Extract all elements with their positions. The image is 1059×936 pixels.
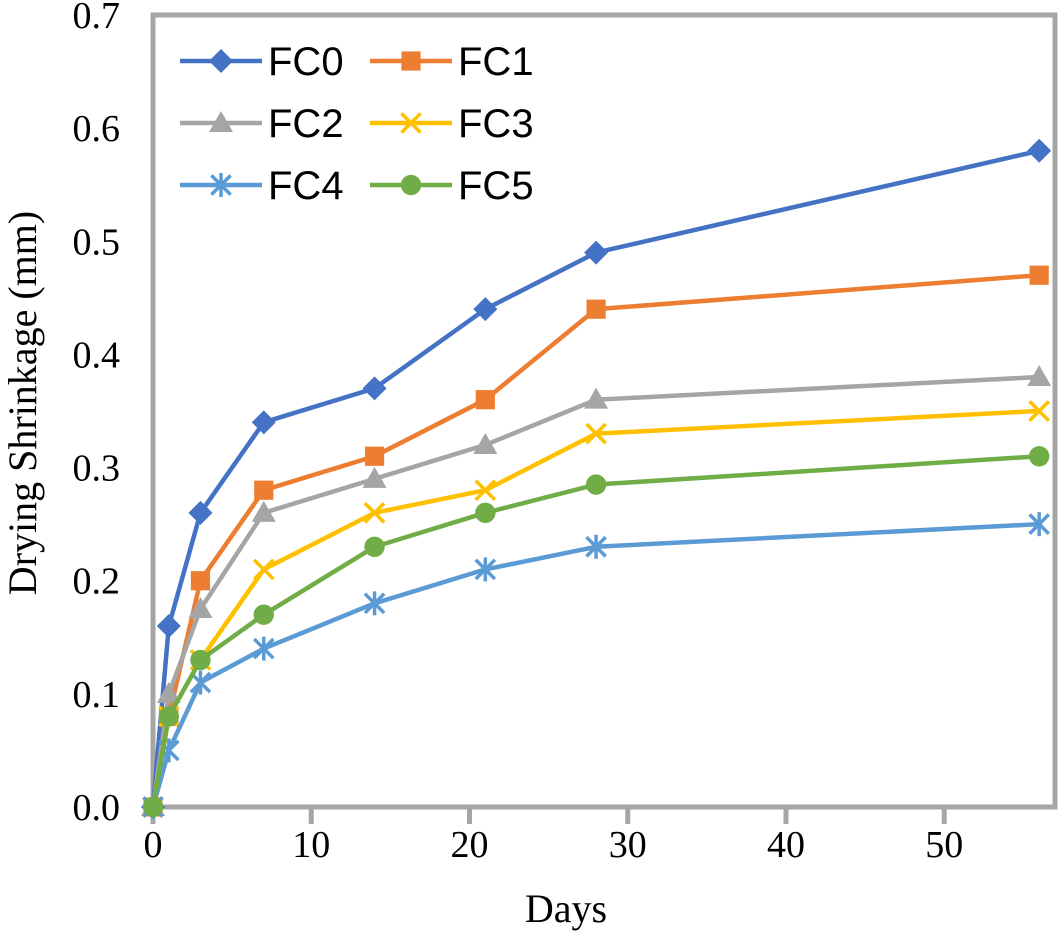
marker-circle [253, 604, 274, 625]
y-tick-label: 0.7 [73, 0, 121, 37]
y-tick-label: 0.0 [73, 787, 121, 829]
marker-asterisk [189, 670, 212, 695]
x-tick-label: 50 [925, 824, 963, 866]
y-tick-label: 0.1 [73, 674, 121, 716]
marker-diamond [473, 297, 498, 322]
marker-square [401, 51, 421, 71]
marker-x [585, 422, 607, 445]
x-tick-label: 10 [292, 824, 330, 866]
marker-triangle [362, 466, 387, 488]
marker-triangle [1027, 365, 1052, 387]
legend-label: FC5 [458, 164, 534, 208]
y-tick-label: 0.6 [73, 108, 121, 150]
marker-square [1029, 265, 1049, 285]
x-tick-label: 0 [144, 824, 163, 866]
legend-item-fc2: FC2 [180, 102, 344, 146]
legend-label: FC3 [458, 102, 534, 146]
marker-stroke [585, 422, 607, 445]
marker-x [363, 501, 386, 524]
marker-circle [364, 536, 385, 557]
marker-square [586, 299, 606, 319]
marker-asterisk [1028, 512, 1051, 537]
marker-asterisk [210, 173, 232, 197]
y-tick-label: 0.3 [73, 448, 121, 490]
x-tick-label: 30 [609, 824, 647, 866]
plot-area [150, 12, 1058, 810]
marker-asterisk [585, 534, 607, 559]
marker-square [190, 571, 211, 591]
marker-asterisk [363, 591, 386, 616]
series-fc2 [141, 365, 1052, 816]
series-line [150, 148, 1040, 808]
marker-square [254, 480, 274, 500]
marker-stroke [252, 558, 275, 581]
legend-label: FC2 [268, 102, 344, 146]
marker-circle [475, 502, 496, 524]
marker-diamond [362, 376, 387, 401]
marker-circle [158, 706, 180, 727]
legend-label: FC0 [268, 40, 344, 84]
marker-diamond [209, 49, 233, 73]
x-axis-ticks: 0 10 20 30 40 50 [144, 807, 963, 866]
series-fc0 [141, 138, 1052, 819]
series-fc5 [142, 446, 1050, 818]
marker-circle [1028, 446, 1050, 467]
legend-item-fc3: FC3 [370, 102, 534, 146]
x-axis-title: Days [525, 886, 607, 931]
marker-diamond [584, 240, 609, 265]
marker-x [1028, 400, 1051, 422]
marker-asterisk [252, 636, 275, 661]
series-line [150, 521, 1040, 808]
legend-item-fc1: FC1 [370, 40, 534, 84]
marker-x [400, 112, 422, 134]
marker-triangle [473, 432, 498, 454]
legend-item-fc5: FC5 [370, 164, 534, 208]
legend-label: FC4 [268, 164, 344, 208]
y-tick-label: 0.5 [73, 221, 121, 263]
y-axis-ticks: 0.0 0.1 0.2 0.3 0.4 0.5 0.6 0.7 [73, 0, 121, 829]
marker-x [252, 558, 275, 581]
y-axis-title: Drying Shrinkage (mm) [0, 211, 45, 595]
marker-triangle [156, 681, 181, 703]
legend: FC0 FC1 FC2 FC3 FC4 FC5 [180, 40, 534, 208]
x-tick-label: 20 [450, 824, 488, 866]
series-line [150, 374, 1040, 808]
x-tick-label: 40 [767, 824, 805, 866]
marker-square [475, 390, 495, 410]
marker-circle [585, 474, 607, 495]
legend-label: FC1 [458, 40, 534, 84]
marker-stroke [474, 479, 497, 502]
marker-triangle [188, 597, 213, 618]
series-line [150, 454, 1040, 808]
series-fc4 [142, 512, 1051, 819]
marker-diamond [1027, 138, 1052, 163]
marker-square [364, 446, 385, 466]
y-tick-label: 0.2 [73, 561, 121, 603]
legend-item-fc0: FC0 [180, 40, 344, 84]
marker-circle [400, 174, 422, 196]
marker-stroke [363, 501, 386, 524]
marker-triangle [209, 111, 233, 132]
legend-item-fc4: FC4 [180, 164, 344, 208]
marker-stroke [1028, 400, 1051, 422]
marker-diamond [188, 500, 213, 525]
series-layer [141, 138, 1052, 819]
marker-circle [142, 796, 164, 818]
marker-triangle [251, 500, 276, 522]
marker-x [474, 479, 497, 502]
plot-frame [150, 12, 1058, 810]
marker-asterisk [474, 557, 497, 582]
marker-diamond [156, 613, 181, 638]
marker-stroke [400, 112, 422, 134]
y-tick-label: 0.4 [73, 334, 121, 376]
marker-circle [190, 649, 211, 671]
marker-diamond [251, 410, 276, 435]
marker-triangle [584, 387, 609, 409]
